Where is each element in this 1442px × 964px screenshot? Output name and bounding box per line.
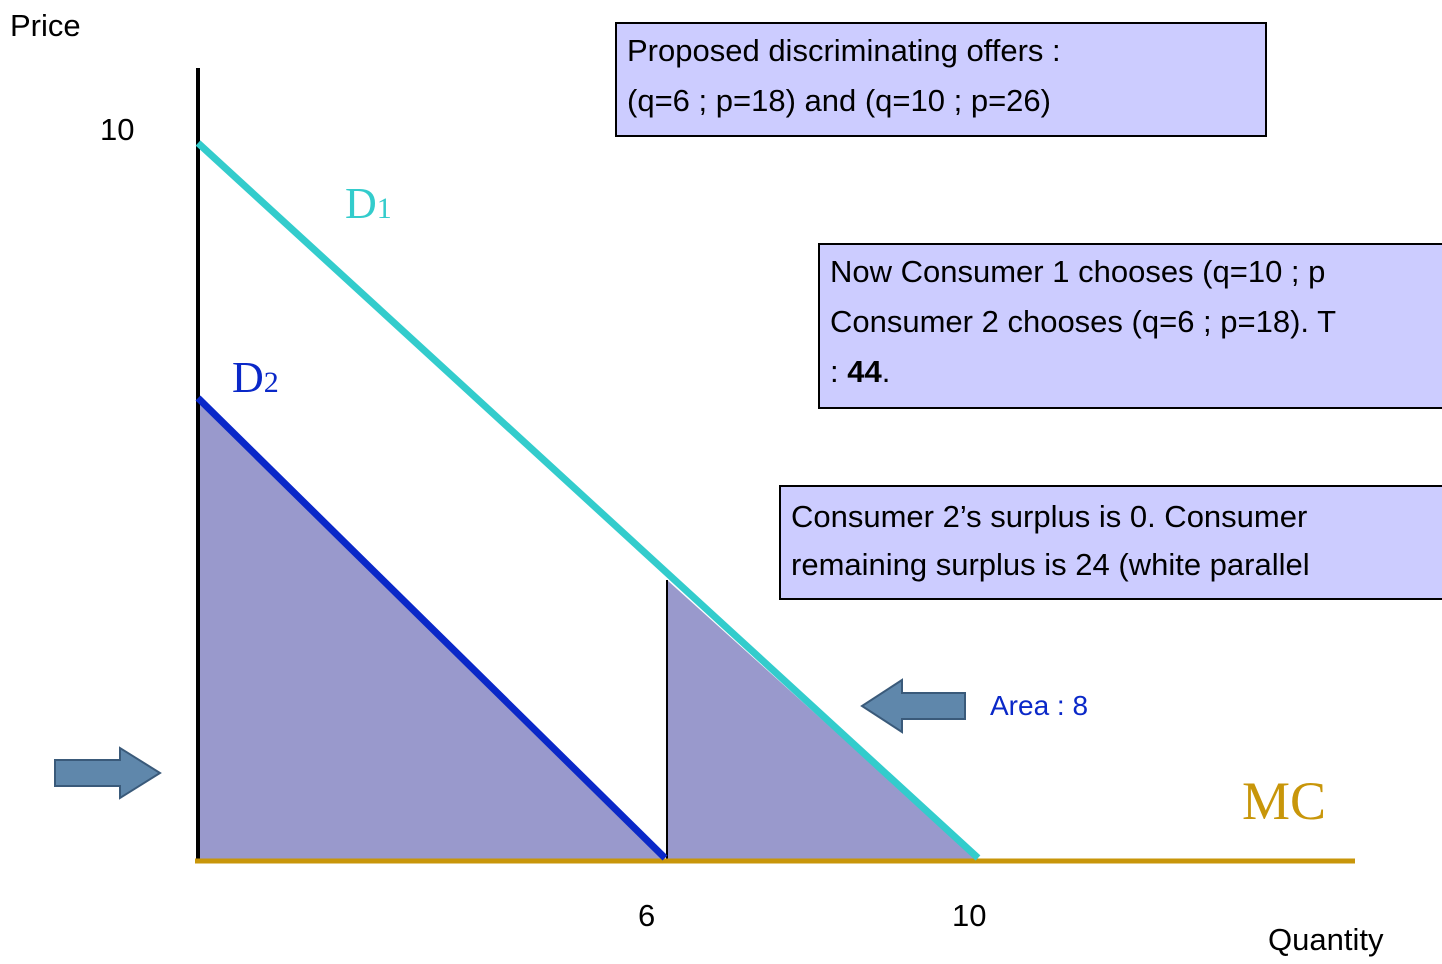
- text-box: Consumer 2’s surplus is 0. Consumer rema…: [779, 485, 1442, 600]
- letter: D: [345, 179, 377, 228]
- x-tick: 10: [952, 898, 987, 933]
- line: (q=6 ; p=18) and (q=10 ; p=26): [627, 83, 1051, 118]
- d2-line: [195, 395, 668, 861]
- letter: D: [232, 353, 264, 402]
- line: Now Consumer 1 chooses (q=10 ; p: [830, 254, 1326, 289]
- y-tick: 10: [100, 112, 135, 147]
- y-label: Price: [10, 8, 81, 43]
- sub: 2: [263, 366, 279, 399]
- line: Consumer 2’s surplus is 0. Consumer: [791, 499, 1308, 534]
- text: :: [830, 354, 848, 389]
- text-box: Now Consumer 1 chooses (q=10 ; p Consume…: [818, 243, 1442, 409]
- d1-label: D1: [345, 178, 392, 229]
- x-label: Quantity: [1268, 922, 1384, 957]
- mc-label: MC: [1242, 771, 1327, 831]
- line: Consumer 2 chooses (q=6 ; p=18). T: [830, 304, 1337, 339]
- arrow: [54, 746, 162, 800]
- x-tick: 6: [638, 898, 656, 933]
- line: : 44.: [830, 347, 1442, 397]
- arrow: [860, 678, 966, 734]
- line: Proposed discriminating offers :: [627, 33, 1061, 68]
- bold-text: 44: [847, 354, 882, 389]
- area-label: Area : 8: [990, 690, 1089, 721]
- d1-line: [195, 140, 981, 861]
- sub: 1: [376, 192, 392, 225]
- line: remaining surplus is 24 (white parallel: [791, 547, 1310, 582]
- d2-label: D2: [232, 352, 279, 403]
- text: .: [881, 354, 891, 389]
- text-box: Proposed discriminating offers : (q=6 ; …: [615, 22, 1267, 137]
